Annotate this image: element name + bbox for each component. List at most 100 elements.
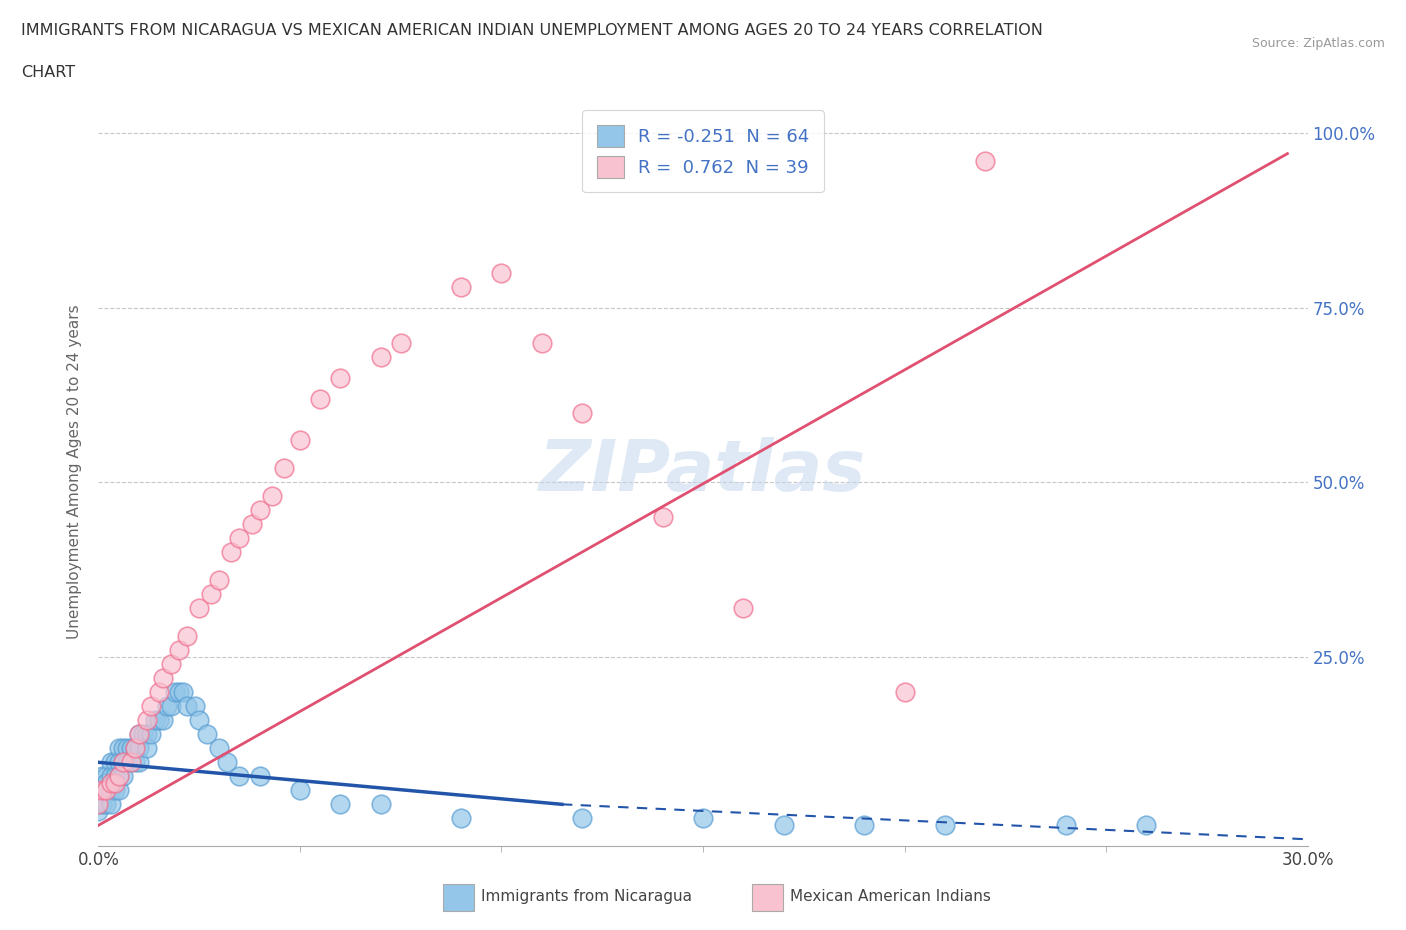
Point	[195, 727, 218, 742]
Point	[120, 755, 142, 770]
Point	[96, 783, 118, 798]
Point	[1135, 817, 1157, 832]
Point	[107, 755, 129, 770]
Text: ZIPatlas: ZIPatlas	[540, 437, 866, 507]
Point	[208, 573, 231, 588]
Point	[228, 531, 250, 546]
Point	[167, 643, 190, 658]
Point	[217, 755, 239, 770]
Point	[160, 699, 183, 714]
Point	[111, 755, 134, 770]
Point	[370, 349, 392, 364]
Point	[309, 392, 332, 406]
Point	[100, 783, 122, 798]
Text: Mexican American Indians: Mexican American Indians	[790, 889, 991, 904]
Text: Source: ZipAtlas.com: Source: ZipAtlas.com	[1251, 37, 1385, 50]
Point	[692, 811, 714, 826]
Point	[107, 783, 129, 798]
Point	[240, 517, 263, 532]
Point	[288, 433, 311, 448]
Point	[132, 727, 155, 742]
Point	[172, 684, 194, 699]
Point	[135, 741, 157, 756]
Point	[111, 741, 134, 756]
Point	[450, 279, 472, 294]
Point	[103, 755, 125, 770]
Point	[772, 817, 794, 832]
Point	[91, 783, 114, 798]
Point	[96, 783, 118, 798]
Point	[100, 769, 122, 784]
Point	[128, 741, 150, 756]
Point	[160, 657, 183, 671]
Point	[288, 783, 311, 798]
Point	[329, 370, 352, 385]
Point	[733, 601, 755, 616]
Point	[100, 776, 122, 790]
Point	[107, 769, 129, 784]
Point	[148, 713, 170, 728]
Point	[103, 783, 125, 798]
Point	[96, 769, 118, 784]
Point	[91, 797, 114, 812]
Point	[87, 797, 110, 812]
Point	[96, 797, 118, 812]
Point	[91, 783, 114, 798]
Point	[389, 335, 412, 350]
Point	[893, 684, 915, 699]
Point	[87, 797, 110, 812]
Point	[124, 741, 146, 756]
Point	[120, 741, 142, 756]
Point	[124, 755, 146, 770]
Point	[103, 776, 125, 790]
Point	[571, 811, 593, 826]
Point	[163, 684, 186, 699]
Point	[530, 335, 553, 350]
Point	[176, 699, 198, 714]
Point	[152, 671, 174, 685]
Point	[176, 629, 198, 644]
Point	[87, 804, 110, 818]
Point	[491, 265, 513, 280]
Point	[249, 769, 271, 784]
Point	[221, 545, 243, 560]
Point	[128, 755, 150, 770]
Point	[124, 741, 146, 756]
Point	[156, 699, 179, 714]
Point	[228, 769, 250, 784]
Point	[96, 776, 118, 790]
Point	[111, 755, 134, 770]
Point	[148, 684, 170, 699]
Point	[135, 713, 157, 728]
Text: IMMIGRANTS FROM NICARAGUA VS MEXICAN AMERICAN INDIAN UNEMPLOYMENT AMONG AGES 20 : IMMIGRANTS FROM NICARAGUA VS MEXICAN AME…	[21, 23, 1043, 38]
Point	[188, 713, 211, 728]
Point	[370, 797, 392, 812]
Point	[200, 587, 222, 602]
Point	[571, 405, 593, 420]
Point	[184, 699, 207, 714]
Point	[139, 727, 162, 742]
Point	[934, 817, 956, 832]
Point	[120, 755, 142, 770]
Point	[450, 811, 472, 826]
Point	[111, 769, 134, 784]
Point	[651, 510, 673, 525]
Point	[115, 755, 138, 770]
Point	[100, 797, 122, 812]
Point	[87, 790, 110, 804]
Point	[249, 503, 271, 518]
Point	[107, 769, 129, 784]
Point	[115, 741, 138, 756]
Point	[188, 601, 211, 616]
Point	[107, 741, 129, 756]
Point	[1054, 817, 1077, 832]
Point	[143, 713, 166, 728]
Legend: R = -0.251  N = 64, R =  0.762  N = 39: R = -0.251 N = 64, R = 0.762 N = 39	[582, 111, 824, 193]
Y-axis label: Unemployment Among Ages 20 to 24 years: Unemployment Among Ages 20 to 24 years	[67, 305, 83, 639]
Point	[103, 769, 125, 784]
Point	[152, 713, 174, 728]
Point	[135, 727, 157, 742]
Point	[329, 797, 352, 812]
Point	[260, 489, 283, 504]
Point	[128, 727, 150, 742]
